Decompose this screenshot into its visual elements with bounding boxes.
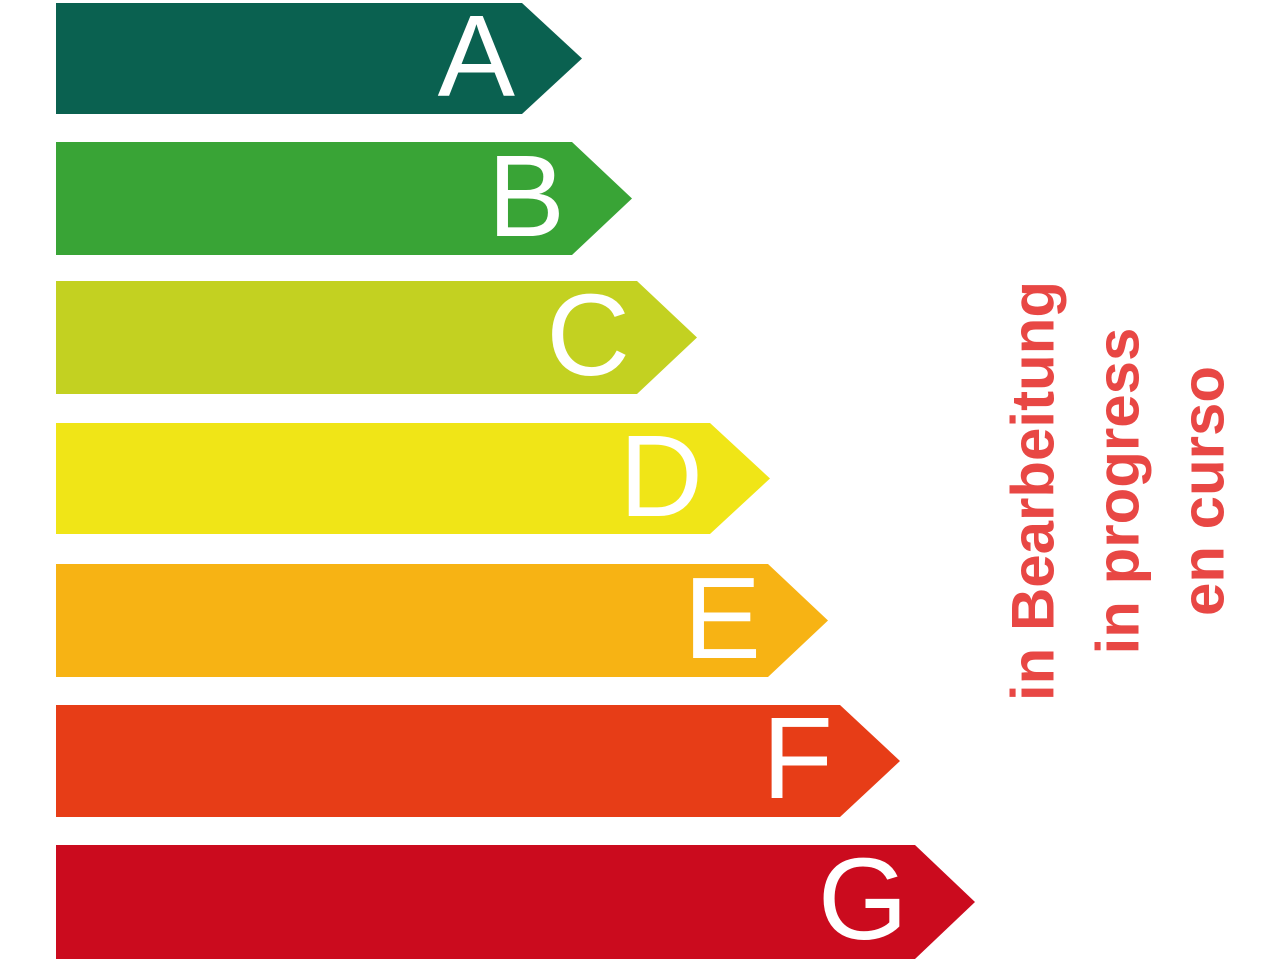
energy-class-letter-c: C — [546, 269, 630, 400]
energy-class-bar-e: E — [56, 564, 828, 677]
energy-class-letter-e: E — [683, 552, 761, 683]
energy-class-letter-f: F — [762, 693, 833, 823]
status-note-line-es: en curso — [1169, 365, 1237, 617]
energy-class-bar-d: D — [56, 423, 770, 534]
status-note-line-de: in Bearbeitung — [999, 280, 1067, 702]
status-note: in Bearbeitung in progress en curso — [991, 281, 1246, 701]
energy-class-bar-a: A — [56, 3, 582, 114]
energy-class-letter-a: A — [437, 0, 515, 121]
status-note-line-en: in progress — [1084, 327, 1152, 655]
energy-class-bar-f: F — [56, 705, 900, 817]
energy-class-bar-g: G — [56, 845, 975, 959]
energy-class-letter-d: D — [619, 410, 703, 541]
energy-class-letter-b: B — [487, 130, 565, 261]
energy-class-letter-g: G — [817, 834, 908, 960]
energy-class-bar-b: B — [56, 142, 632, 255]
energy-class-bar-c: C — [56, 281, 697, 394]
